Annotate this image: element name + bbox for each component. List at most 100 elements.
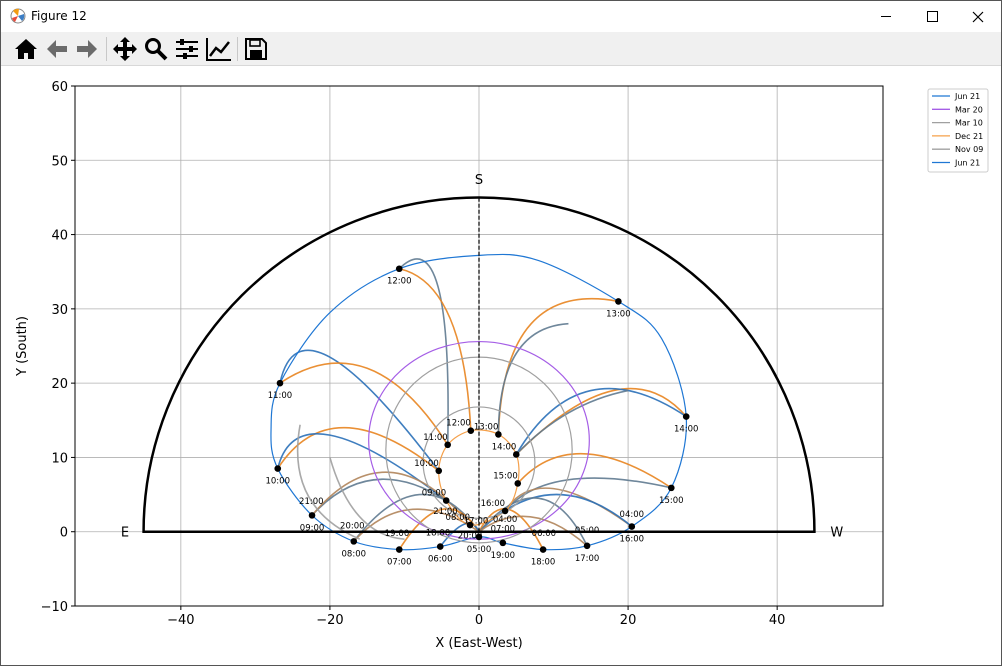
hour-marker-dot	[466, 521, 474, 529]
hour-marker-dot	[350, 538, 358, 545]
x-tick-label: −20	[316, 613, 343, 628]
x-tick-label: 40	[769, 613, 786, 628]
hour-marker-dot	[467, 427, 475, 434]
zoom-button[interactable]	[143, 36, 169, 62]
hour-label: 16:00	[481, 499, 506, 509]
hour-marker-dot	[435, 467, 443, 475]
pan-button[interactable]	[112, 36, 138, 62]
hour-connector-line	[398, 258, 449, 445]
hour-label: 19:00	[491, 551, 516, 561]
home-icon	[15, 39, 37, 59]
horizon-semicircle	[142, 196, 816, 533]
hour-label: 07:00	[387, 558, 412, 568]
hour-label: 10:00	[414, 459, 439, 469]
hour-label: 21:00	[433, 507, 458, 517]
save-button[interactable]	[243, 36, 269, 62]
hour-connector-line	[399, 267, 472, 431]
hour-label: 13:00	[606, 309, 631, 319]
forward-button[interactable]	[74, 36, 100, 62]
hour-label: 06:00	[428, 555, 453, 565]
hour-label: 07:00	[491, 525, 516, 535]
pan-move-icon	[113, 37, 137, 61]
plot-area: 12:00 13:00 14:00 11:00 10:00 15:00 16:00 09:00…	[121, 173, 844, 568]
close-button[interactable]	[955, 1, 1001, 32]
legend: Jun 21 Mar 20 Mar 10 Dec 21 Nov 09 Jun 21	[927, 88, 989, 173]
hour-marker-dot	[475, 533, 483, 541]
hour-label: 12:00	[387, 277, 412, 287]
hour-label: 18:00	[531, 558, 556, 568]
hour-connector-line	[504, 477, 672, 512]
hour-label: 06:00	[532, 529, 557, 539]
maximize-icon	[926, 11, 938, 22]
minimize-button[interactable]	[863, 1, 909, 32]
legend-entry: Mar 20	[955, 105, 983, 114]
title-bar: Figure 12	[1, 1, 1001, 32]
hour-label: 20:00	[458, 531, 483, 541]
hour-label: 09:00	[300, 523, 325, 533]
hour-label: 14:00	[492, 442, 517, 452]
y-axis-label: Y (South)	[15, 316, 30, 377]
hour-label: 04:00	[620, 510, 645, 520]
legend-entry: Jun 21	[954, 159, 980, 168]
hour-marker-dot	[501, 507, 509, 515]
legend-entry: Mar 10	[955, 119, 983, 128]
hour-label: 12:00	[446, 419, 471, 429]
y-tick-label: 30	[51, 303, 68, 318]
hour-marker-dot	[276, 379, 284, 387]
sun-path-dec-21	[438, 429, 520, 526]
forward-arrow-icon	[77, 40, 97, 58]
window-title: Figure 12	[31, 9, 87, 23]
navigation-toolbar	[1, 32, 1001, 66]
hour-label: 11:00	[423, 433, 448, 443]
hour-label: 15:00	[659, 496, 684, 506]
hour-marker-dot	[668, 484, 675, 492]
hour-connector-line	[515, 387, 687, 455]
hour-label: 20:00	[340, 522, 365, 532]
hour-label: 18:00	[426, 528, 451, 538]
hour-label: 09:00	[422, 489, 447, 499]
hour-connector-line	[504, 487, 633, 528]
save-floppy-icon	[245, 38, 267, 60]
hour-connector-line	[311, 478, 447, 516]
hour-label: 08:00	[446, 513, 471, 523]
direction-label-e: E	[121, 526, 129, 541]
home-button[interactable]	[13, 36, 39, 62]
hour-marker-dot	[274, 465, 282, 472]
hour-connector-line	[497, 297, 619, 435]
hour-marker-dot	[499, 539, 507, 547]
legend-entry: Jun 21	[954, 92, 980, 101]
hour-marker-dot	[615, 298, 622, 305]
direction-label-w: W	[830, 526, 843, 541]
hour-label: 11:00	[268, 391, 293, 401]
y-tick-label: 20	[51, 377, 68, 392]
hour-label: 17:00	[464, 517, 489, 527]
hour-marker-dot	[436, 543, 444, 550]
y-tick-label: 0	[60, 526, 68, 541]
x-tick-label: 20	[620, 613, 637, 628]
y-tick-label: −10	[41, 600, 68, 615]
back-button[interactable]	[44, 36, 70, 62]
hour-marker-dot	[539, 546, 547, 553]
close-icon	[972, 11, 984, 22]
hour-connector-line	[398, 508, 480, 550]
hour-label: 08:00	[342, 549, 367, 559]
hour-label: 10:00	[265, 477, 290, 487]
y-tick-label: 60	[51, 80, 68, 95]
maximize-button[interactable]	[909, 1, 955, 32]
hour-marker-dot	[395, 546, 403, 553]
configure-subplots-button[interactable]	[174, 36, 200, 62]
hour-connector-line	[279, 362, 449, 446]
hour-marker-dot	[395, 265, 403, 273]
back-arrow-icon	[47, 40, 67, 58]
hour-marker-dot	[308, 512, 316, 519]
edit-axis-icon	[206, 38, 231, 61]
edit-axis-button[interactable]	[206, 36, 232, 62]
x-tick-label: −40	[167, 613, 194, 628]
hour-connector-line	[329, 457, 405, 540]
hour-label: 05:00	[467, 545, 492, 555]
minimize-icon	[881, 16, 891, 17]
hour-marker-dot	[442, 497, 450, 504]
zoom-magnifier-icon	[145, 38, 168, 61]
